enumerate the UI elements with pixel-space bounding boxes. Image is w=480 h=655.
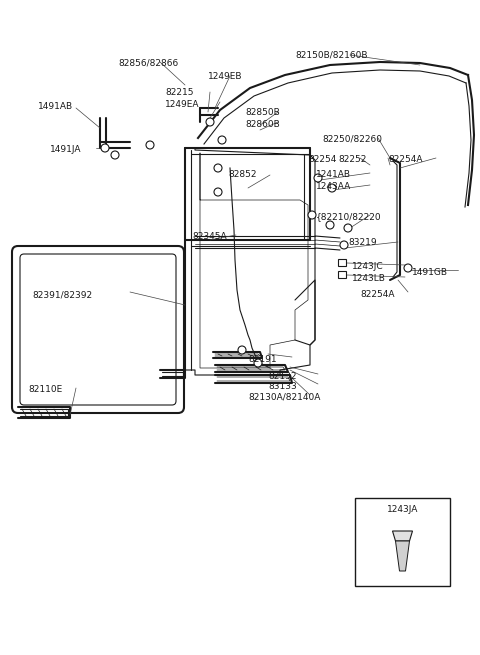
Circle shape (340, 241, 348, 249)
Text: 82150B/82160B: 82150B/82160B (295, 50, 368, 59)
Text: 82345A: 82345A (192, 232, 227, 241)
Circle shape (238, 346, 246, 354)
Circle shape (146, 141, 154, 149)
Circle shape (254, 359, 262, 367)
Text: 82252: 82252 (338, 155, 366, 164)
Bar (338, 259, 346, 265)
Circle shape (314, 174, 322, 182)
Text: 83133: 83133 (268, 382, 297, 391)
Text: 83219: 83219 (348, 238, 377, 247)
Circle shape (214, 188, 222, 196)
Text: 82860B: 82860B (245, 120, 280, 129)
Text: 1243JA: 1243JA (387, 504, 418, 514)
Text: 82191: 82191 (248, 355, 276, 364)
Text: 1243JA: 1243JA (368, 505, 399, 514)
Circle shape (328, 184, 336, 192)
Text: 1249EB: 1249EB (208, 72, 242, 81)
Circle shape (101, 144, 109, 152)
Text: 1243JC: 1243JC (352, 262, 384, 271)
Text: 82110E: 82110E (28, 385, 62, 394)
Text: 1491AB: 1491AB (38, 102, 73, 111)
Text: 1243AA: 1243AA (316, 182, 351, 191)
Text: 1249EA: 1249EA (165, 100, 200, 109)
Circle shape (111, 151, 119, 159)
Text: 82250/82260: 82250/82260 (322, 135, 382, 144)
Text: 82254A: 82254A (360, 290, 395, 299)
Circle shape (206, 118, 214, 126)
Text: 82254A: 82254A (388, 155, 422, 164)
Text: 82132: 82132 (268, 372, 297, 381)
Text: 1491GB: 1491GB (412, 268, 448, 277)
Text: 82130A/82140A: 82130A/82140A (248, 393, 320, 402)
Text: 82391/82392: 82391/82392 (32, 290, 92, 299)
Circle shape (308, 211, 316, 219)
Polygon shape (396, 541, 409, 571)
Text: 82850B: 82850B (245, 108, 280, 117)
Circle shape (404, 264, 412, 272)
Text: 82254: 82254 (308, 155, 336, 164)
Circle shape (326, 221, 334, 229)
Text: 82852: 82852 (228, 170, 256, 179)
Text: 82215: 82215 (165, 88, 193, 97)
Circle shape (214, 164, 222, 172)
Circle shape (218, 136, 226, 144)
Text: 1491JA: 1491JA (50, 145, 82, 154)
Text: {82210/82220: {82210/82220 (316, 212, 382, 221)
Bar (355, 498, 450, 586)
Bar (338, 271, 346, 278)
Text: 82856/82866: 82856/82866 (118, 58, 178, 67)
Text: 1243LB: 1243LB (352, 274, 386, 283)
Polygon shape (393, 531, 412, 541)
Text: 1241AB: 1241AB (316, 170, 351, 179)
Circle shape (344, 224, 352, 232)
